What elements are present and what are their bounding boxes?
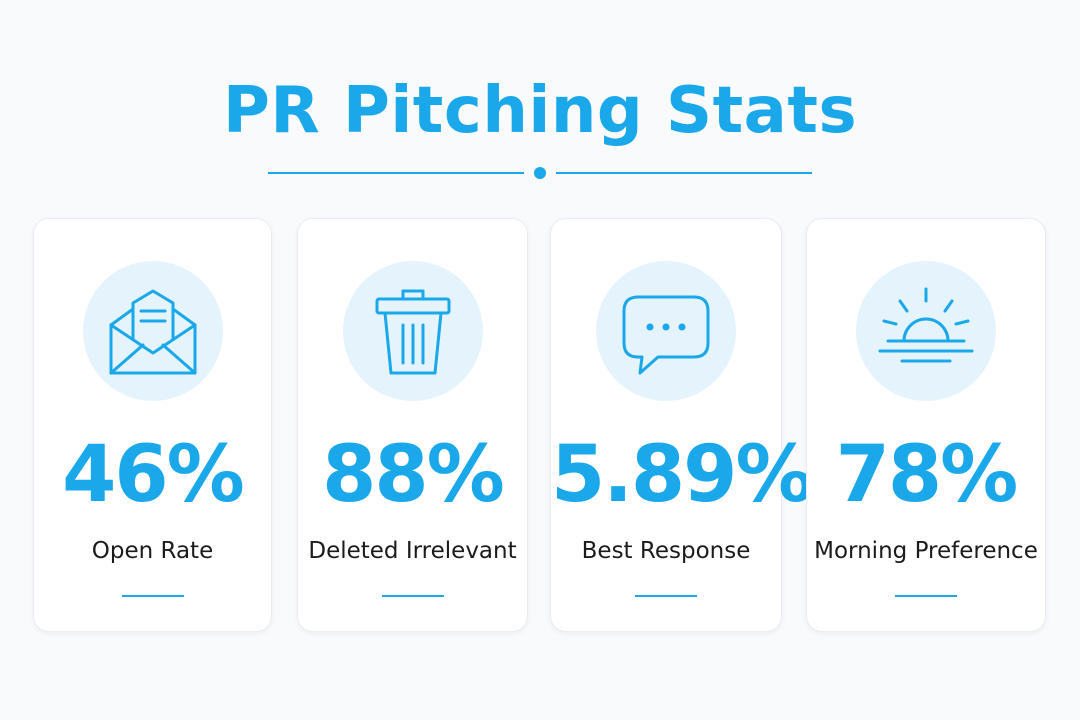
stat-label: Morning Preference xyxy=(814,538,1038,564)
envelope-icon xyxy=(109,289,196,375)
stat-value: 5.89% xyxy=(551,430,814,520)
icon-badge xyxy=(342,261,483,401)
stat-value: 78% xyxy=(835,430,1019,520)
stat-underline xyxy=(381,595,444,597)
title-divider xyxy=(268,165,812,181)
stat-underline xyxy=(895,595,957,597)
divider-line-right xyxy=(556,172,812,174)
stat-card-morning-preference: 78% Morning Preference xyxy=(806,218,1046,632)
icon-badge xyxy=(596,261,736,401)
stat-underline xyxy=(121,595,184,597)
stat-card-open-rate: 46% Open Rate xyxy=(33,218,272,632)
divider-line-left xyxy=(268,172,524,174)
stat-label: Best Response xyxy=(581,538,751,564)
stat-card-deleted-irrelevant: 88% Deleted Irrelevant xyxy=(297,218,528,632)
icon-badge xyxy=(82,261,223,401)
stat-card-best-response: 5.89% Best Response xyxy=(550,218,814,632)
stat-value: 46% xyxy=(62,430,245,520)
stat-label: Open Rate xyxy=(91,538,214,564)
chat-bubble-icon xyxy=(622,295,710,375)
stat-value: 88% xyxy=(322,430,505,520)
stat-label: Deleted Irrelevant xyxy=(308,538,517,564)
page-title: PR Pitching Stats xyxy=(222,74,858,148)
icon-badge xyxy=(856,261,996,401)
trash-icon xyxy=(375,289,450,375)
divider-dot xyxy=(534,167,546,179)
sunrise-icon xyxy=(878,287,974,363)
stat-underline xyxy=(635,595,697,597)
